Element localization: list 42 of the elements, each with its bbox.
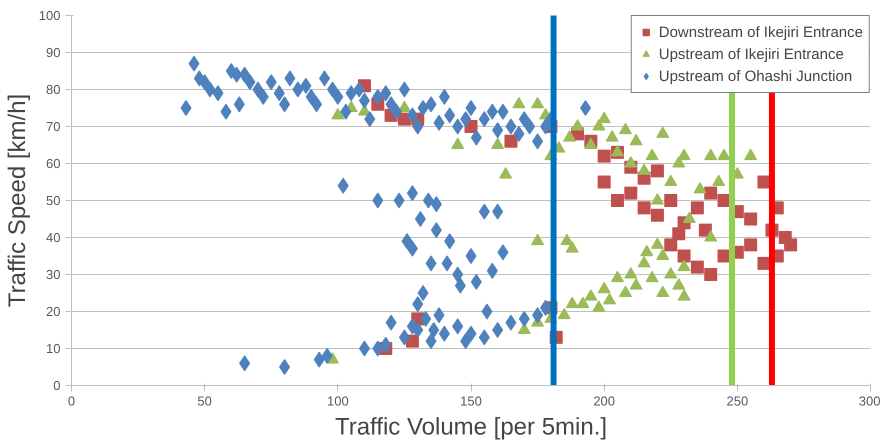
y-tick-label: 20 xyxy=(46,304,61,319)
point xyxy=(672,227,686,240)
x-axis-title: Traffic Volume [per 5min.] xyxy=(334,414,608,440)
legend-label: Downstream of Ikejiri Entrance xyxy=(658,24,863,40)
legend-label: Upstream of Ikejiri Entrance xyxy=(658,46,844,62)
x-tick-label: 200 xyxy=(593,394,616,408)
x-tick-label: 300 xyxy=(858,394,880,408)
y-tick-label: 30 xyxy=(46,267,61,282)
point xyxy=(704,186,718,200)
y-tick-label: 60 xyxy=(46,156,61,171)
point xyxy=(598,150,611,163)
point xyxy=(664,194,678,207)
point xyxy=(650,164,664,178)
legend-label: Upstream of Ohashi Junction xyxy=(658,68,852,84)
y-tick-label: 100 xyxy=(38,8,61,23)
point xyxy=(638,201,651,214)
point xyxy=(744,212,758,226)
point xyxy=(598,176,611,188)
x-tick-label: 100 xyxy=(326,394,349,408)
x-tick-label: 250 xyxy=(726,394,748,408)
y-tick-label: 10 xyxy=(46,341,61,356)
y-tick-label: 80 xyxy=(46,82,61,97)
point xyxy=(784,238,798,252)
point xyxy=(504,134,518,148)
y-tick-label: 50 xyxy=(46,193,61,208)
x-tick-label: 150 xyxy=(460,394,482,408)
point xyxy=(624,186,638,200)
y-tick-label: 70 xyxy=(46,119,61,134)
point xyxy=(650,208,664,222)
point xyxy=(704,268,718,281)
point xyxy=(690,260,704,274)
y-axis-title: Traffic Speed [km/h] xyxy=(4,94,31,308)
point xyxy=(610,194,624,207)
y-tick-label: 0 xyxy=(53,378,61,393)
y-tick-label: 90 xyxy=(46,45,61,60)
point xyxy=(690,201,704,214)
point xyxy=(664,238,678,252)
y-tick-label: 40 xyxy=(46,230,61,245)
x-tick-label: 50 xyxy=(197,394,212,408)
point xyxy=(678,250,691,262)
point xyxy=(744,238,758,252)
x-tick-label: 0 xyxy=(68,394,76,408)
